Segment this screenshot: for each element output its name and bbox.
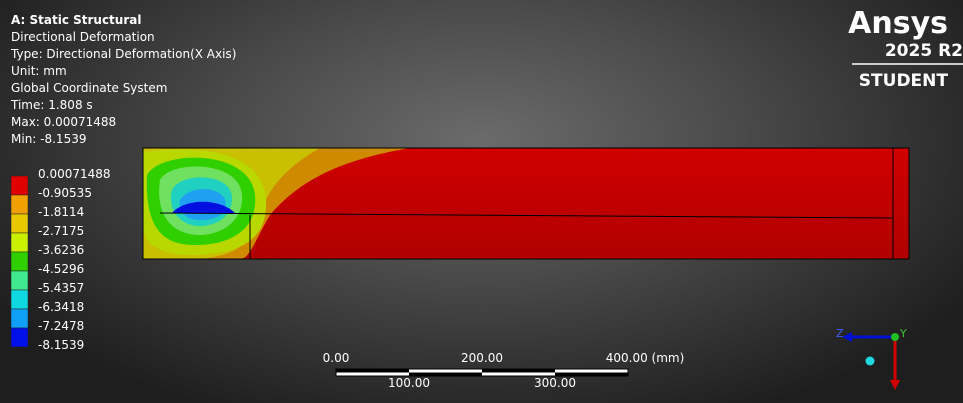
logo-version: 2025 R2 xyxy=(885,41,963,61)
legend-label: -5.4357 xyxy=(38,281,85,295)
legend-label: 0.00071488 xyxy=(38,167,111,181)
header-line: Unit: mm xyxy=(11,64,67,78)
scale-label: 0.00 xyxy=(322,351,350,365)
legend-label: -6.3418 xyxy=(38,300,85,314)
legend-label: -4.5296 xyxy=(38,262,85,276)
model xyxy=(143,148,909,259)
triad-y: Y xyxy=(899,327,907,340)
legend-label: -7.2478 xyxy=(38,319,85,333)
legend-label: -1.8114 xyxy=(38,205,85,219)
header-line: Directional Deformation xyxy=(11,30,155,44)
logo-edition: STUDENT xyxy=(859,71,949,91)
header-line: Time: 1.808 s xyxy=(11,98,93,112)
scale-bar xyxy=(335,368,629,377)
logo-brand: Ansys xyxy=(848,6,948,41)
scale-label: 200.00 xyxy=(461,351,503,365)
scale-label: 100.00 xyxy=(388,376,430,390)
triad-z: Z xyxy=(836,327,844,340)
header-line: Global Coordinate System xyxy=(11,81,168,95)
legend-label: -8.1539 xyxy=(38,338,85,352)
header-line: Type: Directional Deformation(X Axis) xyxy=(11,47,237,61)
scale-label: 300.00 xyxy=(534,376,576,390)
header-title: A: Static Structural xyxy=(11,13,142,27)
header-line: Max: 0.00071488 xyxy=(11,115,117,129)
triad: Z Y xyxy=(836,327,907,390)
legend-label: -3.6236 xyxy=(38,243,85,257)
legend-swatches xyxy=(10,175,29,348)
legend-label: -2.7175 xyxy=(38,224,85,238)
header-line: Min: -8.1539 xyxy=(11,132,87,146)
legend-label: -0.90535 xyxy=(38,186,92,200)
scale-label: 400.00 (mm) xyxy=(605,351,685,365)
